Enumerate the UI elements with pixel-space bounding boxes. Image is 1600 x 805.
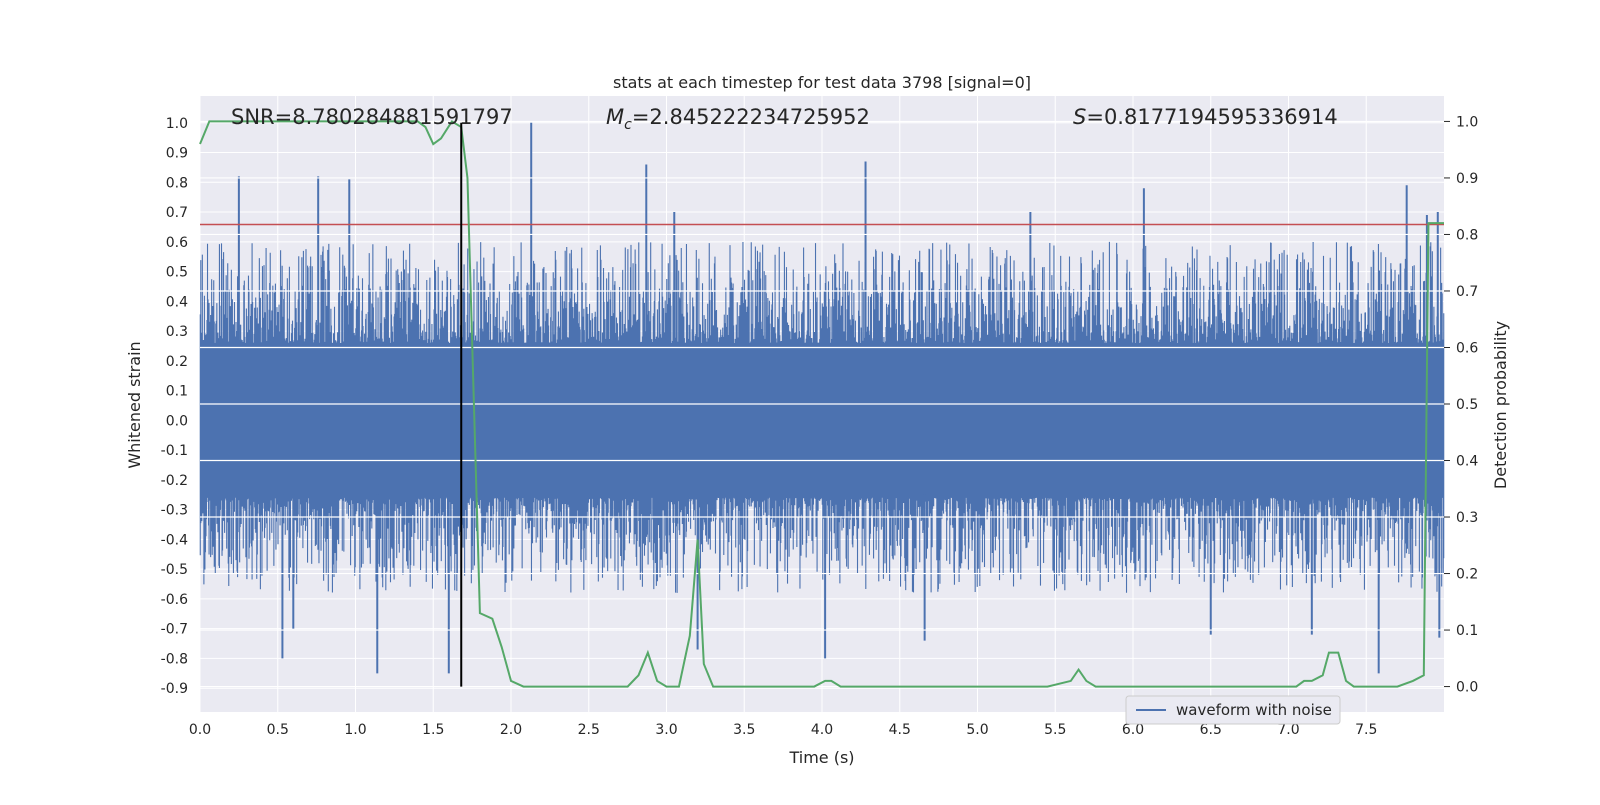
y-tick-label: -0.6	[161, 592, 188, 608]
y-tick-label: -0.5	[161, 562, 188, 578]
y-tick-label: 0.6	[166, 235, 188, 251]
y-tick-label: -0.2	[161, 473, 188, 489]
y-tick-label: 0.0	[166, 413, 188, 429]
y-axis-label: Whitened strain	[125, 341, 144, 468]
score-value: =0.8177194595336914	[1086, 105, 1337, 129]
detection-probability-line	[199, 120, 1444, 688]
score-annotation: S=0.8177194595336914	[1073, 105, 1338, 129]
legend: waveform with noise	[1125, 695, 1341, 725]
chirp-mass-annotation: Mc=2.845222234725952	[606, 105, 870, 133]
y2-tick-label: 0.8	[1456, 227, 1478, 243]
x-tick-label: 7.0	[1277, 722, 1299, 738]
waveform-core	[200, 345, 1444, 495]
x-tick-label: 4.5	[889, 722, 911, 738]
y2-tick-label: 0.5	[1456, 397, 1478, 413]
x-tick-label: 6.5	[1200, 722, 1222, 738]
x-tick-label: 1.5	[422, 722, 444, 738]
y-tick-label: -0.1	[161, 443, 188, 459]
y-tick-label: 0.1	[166, 384, 188, 400]
x-axis-label: Time (s)	[788, 748, 854, 767]
y-tick-label: -0.3	[161, 503, 188, 519]
legend-box	[1125, 695, 1341, 725]
legend-waveform-label: waveform with noise	[1176, 701, 1332, 719]
x-tick-label: 0.0	[189, 722, 211, 738]
y-tick-label: 0.2	[166, 354, 188, 370]
x-tick-label: 3.5	[733, 722, 755, 738]
y2-tick-label: 1.0	[1456, 114, 1478, 130]
x-tick-label: 4.0	[811, 722, 833, 738]
x-tick-labels: 0.0 0.5 1.0 1.5 2.0 2.5 3.0 3.5 4.0 4.5 5.0 5.5 6.0 6…	[189, 722, 1378, 738]
x-tick-label: 6.0	[1122, 722, 1144, 738]
y2-tick-label: 0.6	[1456, 340, 1478, 356]
x-tick-label: 5.5	[1044, 722, 1066, 738]
y-tick-label: -0.9	[161, 681, 188, 697]
chirp-mass-subscript: c	[624, 117, 632, 133]
y-tick-label: 0.7	[166, 205, 188, 221]
y-tick-label: 0.8	[166, 175, 188, 191]
snr-annotation: SNR=8.780284881591797	[231, 105, 513, 129]
x-tick-label: 0.5	[267, 722, 289, 738]
y-tick-label: -0.7	[161, 622, 188, 638]
y2-tick-label: 0.0	[1456, 680, 1478, 696]
x-tick-label: 5.0	[966, 722, 988, 738]
y-tick-label: 0.5	[166, 265, 188, 281]
y2-tick-labels: 1.0 0.9 0.8 0.7 0.6 0.5 0.4 0.3 0.2 0.1 0.0	[1444, 114, 1478, 696]
chirp-mass-symbol: M	[606, 105, 624, 129]
y-tick-label: 1.0	[166, 116, 188, 132]
x-tick-label: 2.0	[500, 722, 522, 738]
y2-tick-label: 0.1	[1456, 623, 1478, 639]
y-tick-labels: 1.0 0.9 0.8 0.7 0.6 0.5 0.4 0.3 0.2 0.1 0.0 -0.1 -0.…	[161, 116, 188, 697]
y-tick-label: -0.8	[161, 651, 188, 667]
y2-tick-label: 0.9	[1456, 171, 1478, 187]
y-tick-label: 0.3	[166, 324, 188, 340]
y2-tick-label: 0.3	[1456, 510, 1478, 526]
y-tick-label: -0.4	[161, 532, 188, 548]
y2-axis-label: Detection probability	[1491, 321, 1510, 489]
y2-tick-label: 0.7	[1456, 284, 1478, 300]
y-tick-label: 0.9	[166, 146, 188, 162]
score-symbol: S	[1073, 105, 1086, 129]
chart-title: stats at each timestep for test data 379…	[613, 73, 1031, 92]
chirp-mass-value: =2.845222234725952	[632, 105, 870, 129]
x-tick-label: 3.0	[655, 722, 677, 738]
x-tick-label: 2.5	[578, 722, 600, 738]
x-tick-label: 7.5	[1355, 722, 1377, 738]
waveform-series	[199, 122, 1445, 674]
x-tick-label: 1.0	[344, 722, 366, 738]
y-tick-label: 0.4	[166, 294, 188, 310]
y2-tick-label: 0.4	[1456, 454, 1478, 470]
y2-tick-label: 0.2	[1456, 567, 1478, 583]
overlay-lines	[199, 120, 1444, 688]
